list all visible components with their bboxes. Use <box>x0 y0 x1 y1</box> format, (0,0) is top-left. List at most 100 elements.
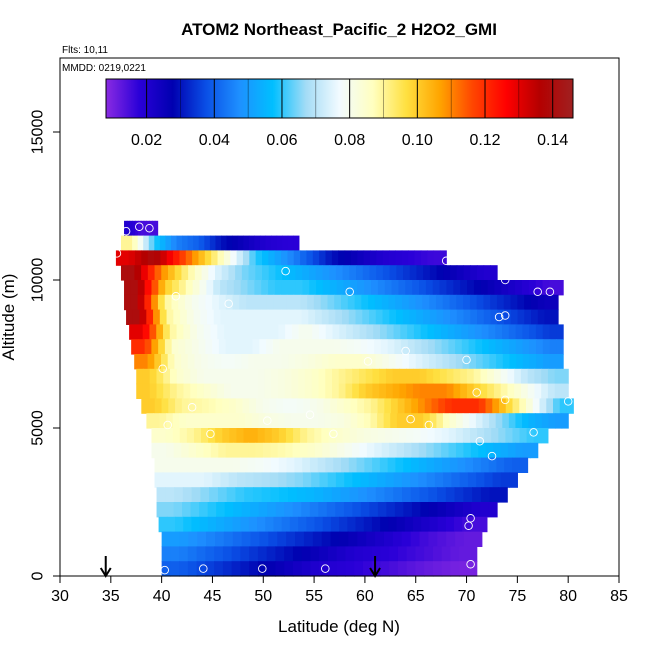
heatmap-cell <box>348 531 358 547</box>
heatmap-cell <box>420 250 428 266</box>
heatmap-cell <box>470 442 479 459</box>
heatmap-cell <box>375 309 384 325</box>
heatmap-cell <box>307 294 315 311</box>
heatmap-cell <box>468 324 476 340</box>
sample-point <box>462 355 471 365</box>
heatmap-cell <box>291 413 299 429</box>
heatmap-cell <box>537 309 546 325</box>
heatmap-cell <box>480 487 491 503</box>
heatmap-cell <box>234 354 243 370</box>
heatmap-cell <box>224 516 234 533</box>
heatmap-cell <box>526 428 535 444</box>
heatmap-cell <box>396 265 404 281</box>
heatmap-cell <box>432 546 443 562</box>
x-tick-label: 40 <box>153 588 171 605</box>
heatmap-cell <box>310 398 318 414</box>
heatmap-cell <box>179 531 189 547</box>
heatmap-cell <box>450 309 458 325</box>
heatmap-cell <box>223 250 231 266</box>
heatmap-cell <box>172 280 180 296</box>
heatmap-cell <box>226 235 233 251</box>
heatmap-cell <box>181 265 189 281</box>
heatmap-row <box>161 561 478 577</box>
heatmap-cell <box>398 280 406 296</box>
heatmap-cell <box>487 280 496 296</box>
heatmap-cell <box>240 280 249 296</box>
heatmap-cell <box>174 487 184 503</box>
heatmap-cell <box>239 339 247 355</box>
heatmap-cell <box>138 220 142 237</box>
heatmap-cell <box>535 324 544 340</box>
heatmap-cell <box>365 368 374 385</box>
heatmap-cell <box>214 354 222 370</box>
heatmap-cell <box>271 368 279 385</box>
heatmap-cell <box>509 339 517 355</box>
heatmap-cell <box>315 265 324 281</box>
heatmap-cell <box>203 368 212 385</box>
heatmap-cell <box>413 516 422 533</box>
heatmap-cell <box>329 265 337 281</box>
heatmap-cell <box>410 457 420 473</box>
heatmap-cell <box>389 309 397 325</box>
heatmap-cell <box>520 383 529 399</box>
heatmap-row <box>131 339 564 355</box>
sample-point <box>305 410 315 419</box>
heatmap-cell <box>414 250 422 266</box>
heatmap-cell <box>165 428 174 444</box>
heatmap-cell <box>224 324 232 340</box>
heatmap-cell <box>302 472 312 488</box>
heatmap-cell <box>248 265 256 281</box>
heatmap-cell <box>207 502 217 518</box>
heatmap-cell <box>267 309 276 325</box>
heatmap-cell <box>324 413 332 429</box>
heatmap-cell <box>566 398 574 414</box>
heatmap-cell <box>281 516 291 533</box>
heatmap-cell <box>426 442 435 459</box>
heatmap-cell <box>529 324 537 340</box>
sample-point <box>199 564 208 573</box>
heatmap-cell <box>203 324 212 340</box>
heatmap-cell <box>377 280 386 296</box>
heatmap-cell <box>556 280 564 296</box>
heatmap-cell <box>289 516 299 533</box>
heatmap-cell <box>521 280 530 296</box>
heatmap-cell <box>363 413 372 429</box>
heatmap-cell <box>393 472 403 488</box>
heatmap-cell <box>182 487 193 503</box>
heatmap-cell <box>228 265 236 281</box>
heatmap-cell <box>434 472 444 488</box>
heatmap-cell <box>218 442 227 459</box>
heatmap-cell <box>293 250 301 266</box>
heatmap-cell <box>207 516 217 533</box>
heatmap-cell <box>173 250 181 266</box>
heatmap-cell <box>161 561 171 577</box>
heatmap-cell <box>279 339 287 355</box>
heatmap-cell <box>357 531 367 547</box>
heatmap-cell <box>154 398 163 414</box>
heatmap-cell <box>493 368 502 385</box>
heatmap-cell <box>261 354 269 370</box>
heatmap-cell <box>432 561 443 577</box>
heatmap-cell <box>234 309 242 325</box>
heatmap-row <box>120 265 498 281</box>
heatmap-cell <box>432 280 441 296</box>
heatmap-cell <box>399 383 407 399</box>
heatmap-cell <box>489 413 497 429</box>
heatmap-cell <box>173 309 181 325</box>
heatmap-cell <box>344 442 353 459</box>
heatmap-cell <box>293 339 301 355</box>
heatmap-cell <box>161 531 172 547</box>
heatmap-cell <box>320 294 329 311</box>
heatmap-cell <box>358 487 368 503</box>
heatmap-cell <box>170 457 179 473</box>
heatmap-cell <box>259 235 267 251</box>
heatmap-cell <box>254 354 263 370</box>
heatmap-cell <box>478 516 488 533</box>
heatmap-cell <box>204 235 211 251</box>
heatmap-cell <box>369 250 377 266</box>
heatmap-cell <box>333 457 342 473</box>
heatmap-cell <box>333 339 341 355</box>
heatmap-cell <box>503 294 512 311</box>
heatmap-cell <box>442 354 450 370</box>
heatmap-cell <box>268 531 278 547</box>
